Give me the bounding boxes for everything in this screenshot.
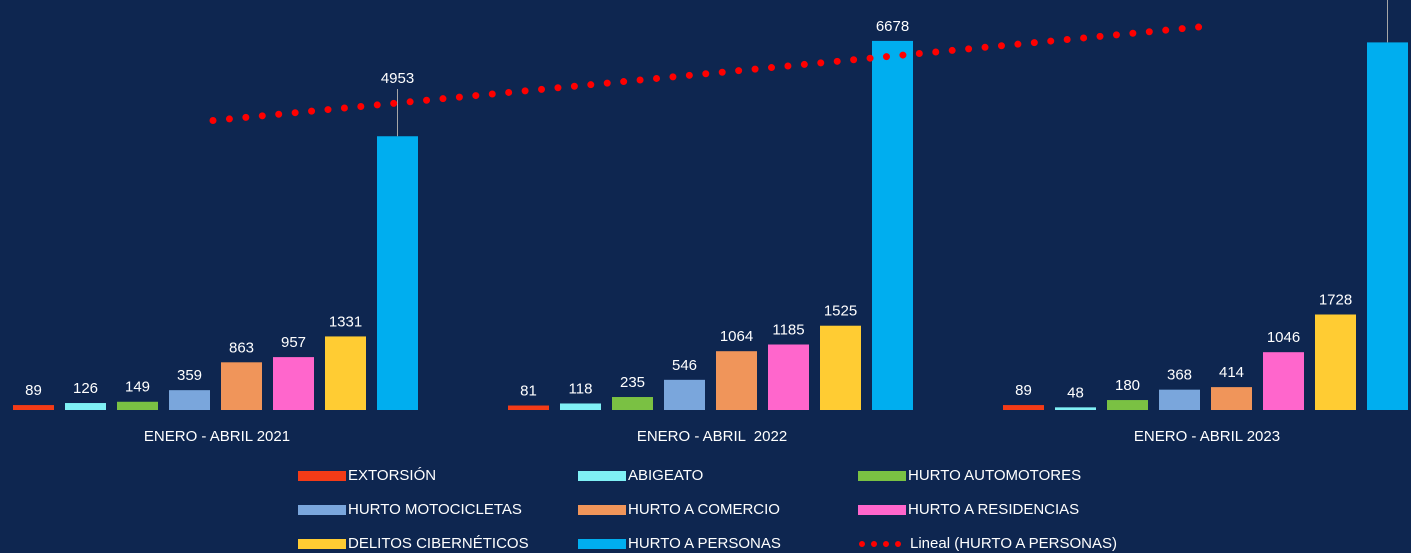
bar [872,40,913,410]
data-label: 118 [569,380,593,397]
data-label: 546 [672,357,697,374]
legend-swatch [578,539,626,549]
bar [612,397,653,410]
legend-swatch [858,505,906,515]
legend-label: EXTORSIÓN [348,467,436,484]
legend-label: HURTO A COMERCIO [628,501,780,518]
x-tick-label: ENERO - ABRIL 2022 [637,428,787,445]
data-label: 368 [1167,367,1192,384]
legend-label: HURTO A PERSONAS [628,535,781,552]
data-label: 89 [1015,382,1032,399]
trendline [209,23,1203,124]
bar [117,401,158,410]
bar [1055,407,1096,410]
data-label: 1185 [772,321,804,338]
data-label: 1728 [1319,291,1352,308]
bar [1107,400,1148,410]
data-label: 359 [177,367,202,384]
legend-label: DELITOS CIBERNÉTICOS [348,535,529,552]
data-label: 81 [520,382,537,399]
bar [1367,42,1408,411]
data-label: 957 [281,334,306,351]
bar [377,136,418,411]
data-label: 126 [73,380,98,397]
legend-swatch [858,471,906,481]
bar [560,403,601,410]
data-label: 180 [1115,377,1140,394]
bar [65,403,106,410]
x-tick-label: ENERO - ABRIL 2023 [1134,428,1280,445]
legend-label: ABIGEATO [628,467,703,484]
bar [664,379,705,410]
bar [1315,314,1356,410]
data-label: 414 [1219,364,1244,381]
data-label: 1064 [720,328,753,345]
data-label: 1331 [329,313,362,330]
legend-swatch [298,471,346,481]
bar [768,344,809,410]
bar [221,362,262,410]
data-label: 235 [620,374,645,391]
bar [820,325,861,410]
legend-swatch [298,505,346,515]
data-label: 4953 [381,70,414,87]
legend-swatch [578,505,626,515]
bar [1211,387,1252,410]
bar [508,405,549,410]
data-label: 1525 [824,303,857,320]
bar [169,390,210,410]
legend-label: HURTO AUTOMOTORES [908,467,1081,484]
bar [325,336,366,410]
legend-label: Lineal (HURTO A PERSONAS) [910,535,1117,552]
bar [716,351,757,410]
bar [1263,352,1304,410]
bar [273,357,314,410]
legend-label: HURTO MOTOCICLETAS [348,501,522,518]
legend-swatch [298,539,346,549]
legend-swatch [578,471,626,481]
data-label: 863 [229,339,254,356]
data-label: 149 [125,379,150,396]
data-label: 6678 [876,18,909,35]
bar [1003,405,1044,410]
data-label: 48 [1067,384,1084,401]
bar [13,405,54,410]
bar [1159,389,1200,410]
legend-label: HURTO A RESIDENCIAS [908,501,1079,518]
data-label: 1046 [1267,329,1300,346]
data-label: 89 [25,382,42,399]
x-tick-label: ENERO - ABRIL 2021 [144,428,290,445]
